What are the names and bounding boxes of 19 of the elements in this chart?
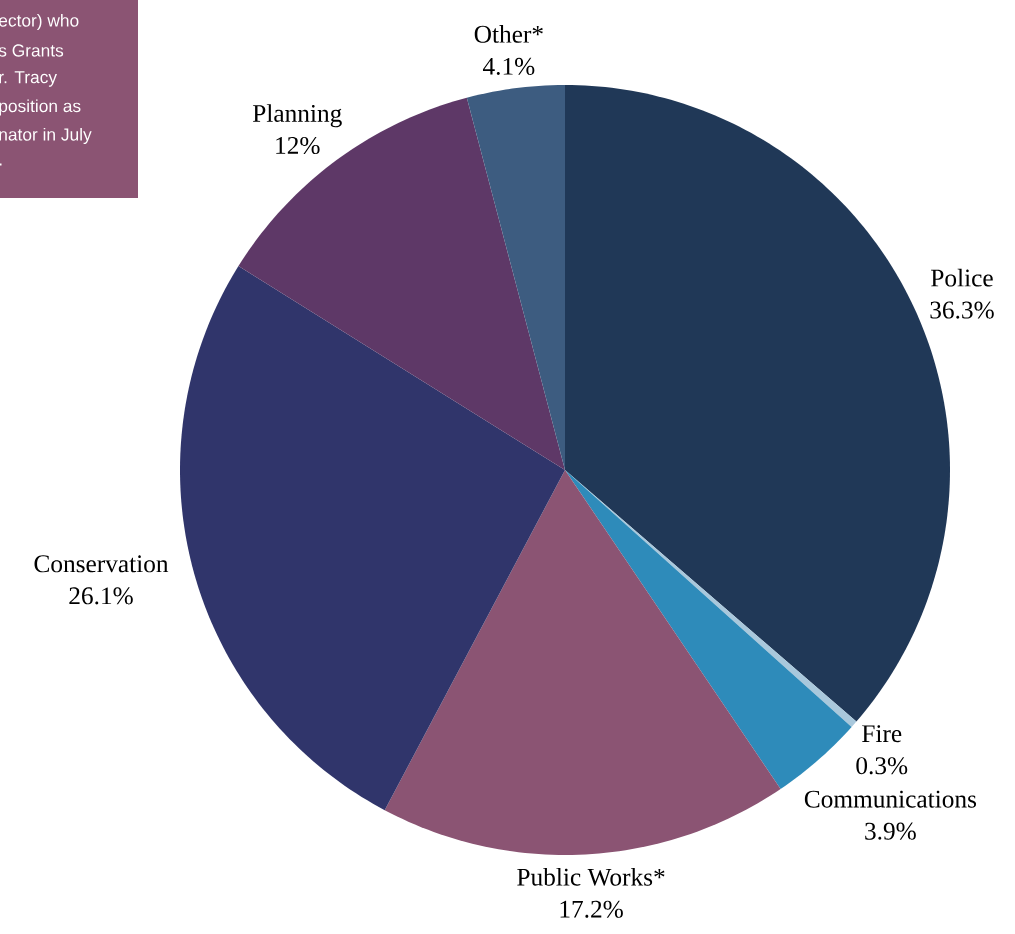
- text: ector) who: [0, 13, 79, 31]
- slice-label: Other*: [474, 25, 543, 43]
- data-label: 17.2%: [560, 900, 623, 918]
- text: position as: [0, 99, 81, 116]
- text: r. Tracy: [0, 71, 57, 87]
- slice-label: Planning: [252, 104, 342, 128]
- data-label: 0.3%: [856, 757, 908, 775]
- text: .: [0, 163, 2, 166]
- data-label: 4.1%: [482, 57, 535, 75]
- slice-label: Public Works*: [517, 867, 665, 886]
- data-label: 36.3%: [930, 301, 994, 319]
- slice-label: Conservation: [34, 555, 169, 573]
- slice-label: Communications: [804, 790, 977, 808]
- data-label: 3.9%: [865, 822, 916, 840]
- data-label: 26.1%: [69, 587, 133, 605]
- data-label: 12%: [276, 136, 320, 155]
- slice-label: Fire: [862, 725, 902, 743]
- text: nator in July: [0, 127, 92, 145]
- slice-label: Police: [931, 268, 993, 287]
